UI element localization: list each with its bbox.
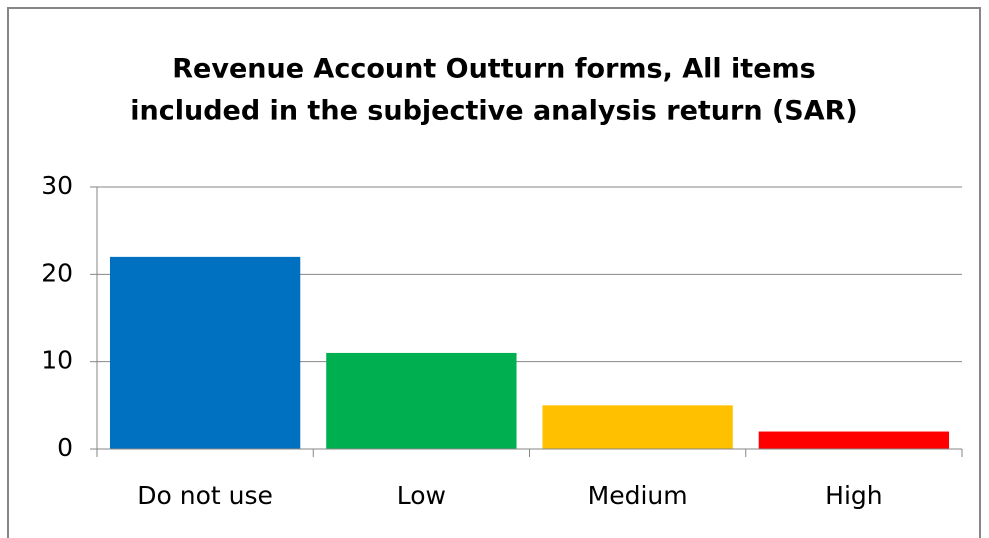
x-tick-label: Low <box>397 481 446 510</box>
bar <box>758 431 950 449</box>
bar <box>542 405 733 449</box>
y-tick-label: 20 <box>41 258 73 287</box>
y-tick-label: 10 <box>41 346 73 375</box>
bar <box>326 352 517 449</box>
chart-title: included in the subjective analysis retu… <box>130 96 858 127</box>
y-tick-label: 30 <box>41 171 73 200</box>
y-tick-label: 0 <box>57 433 73 462</box>
bar <box>109 256 301 449</box>
x-tick-label: High <box>825 481 882 510</box>
x-tick-label: Medium <box>588 481 688 510</box>
chart-title: Revenue Account Outturn forms, All items <box>172 54 815 85</box>
x-tick-label: Do not use <box>137 481 273 510</box>
